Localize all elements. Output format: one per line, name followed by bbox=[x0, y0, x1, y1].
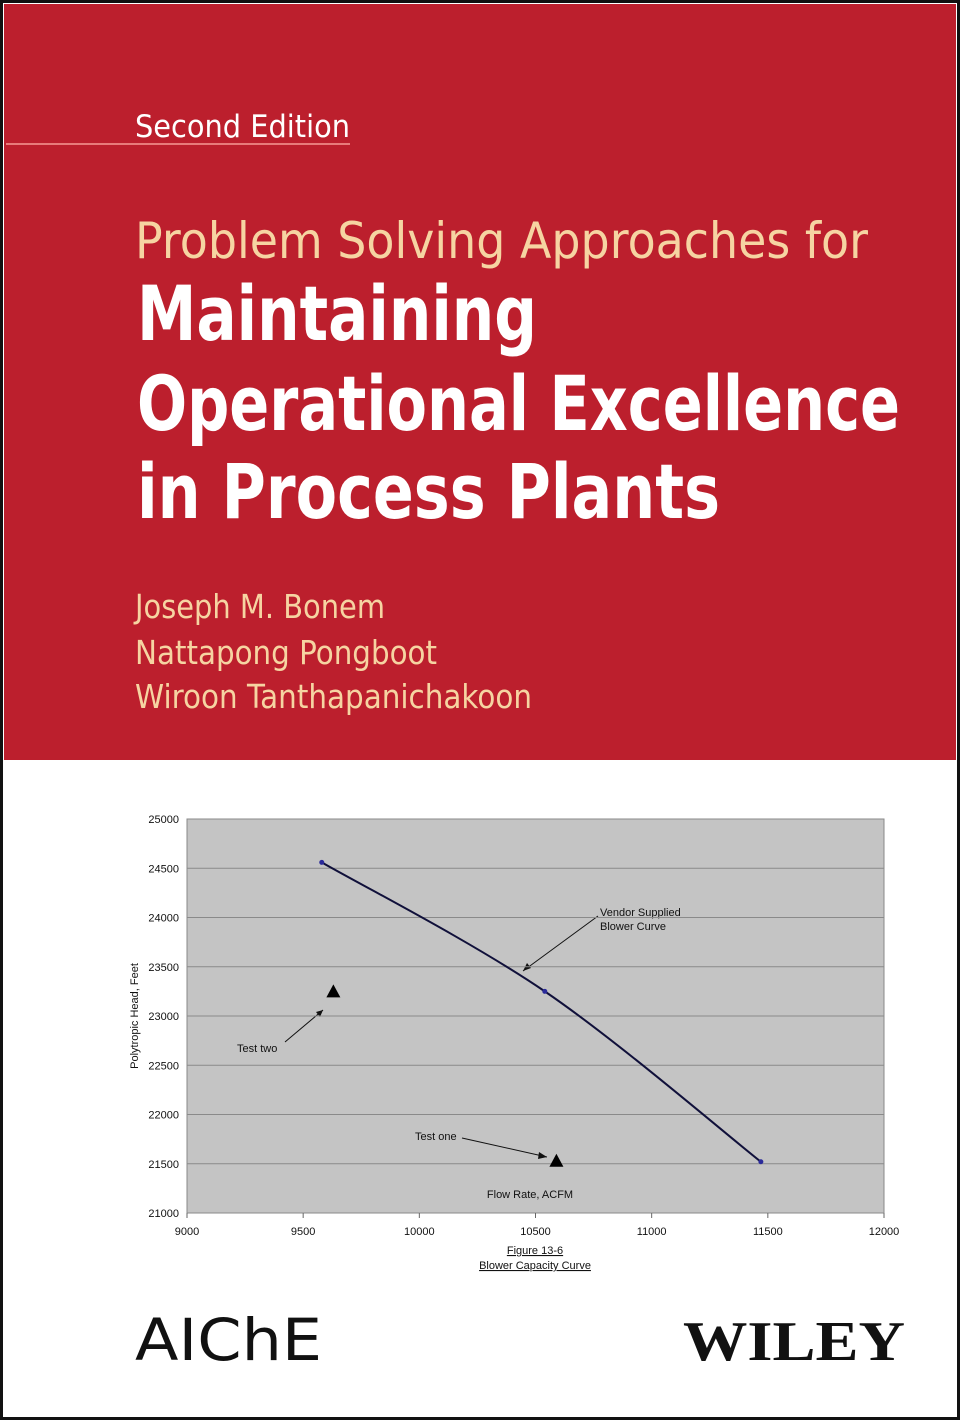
x-tick-label: 9500 bbox=[291, 1226, 315, 1238]
title-line: Operational Excellence bbox=[137, 359, 900, 448]
y-tick-label: 21000 bbox=[148, 1208, 179, 1220]
author: Nattapong Pongboot bbox=[135, 633, 437, 672]
annotation-arrow bbox=[461, 1137, 548, 1158]
annotation-arrow bbox=[522, 915, 599, 972]
curve-point bbox=[319, 859, 325, 865]
arrow-head bbox=[316, 1010, 323, 1017]
caption: Figure 13-6 bbox=[507, 1245, 563, 1257]
x-tick-label: 11000 bbox=[637, 1226, 667, 1238]
caption: Blower Capacity Curve bbox=[479, 1260, 591, 1272]
curve-point bbox=[542, 988, 548, 994]
red-panel bbox=[4, 4, 956, 760]
x-axis-label: Flow Rate, ACFM bbox=[487, 1189, 573, 1201]
chart: Polytropic Head, Feet Flow Rate, ACFM Fi… bbox=[129, 814, 899, 1272]
y-tick-label: 24000 bbox=[148, 913, 179, 925]
annotation: Vendor Supplied bbox=[600, 907, 681, 919]
y-tick-label: 23000 bbox=[148, 1011, 179, 1023]
arrow-head bbox=[538, 1152, 547, 1159]
x-tick-label: 12000 bbox=[869, 1226, 900, 1238]
author: Joseph M. Bonem bbox=[133, 587, 385, 626]
y-tick-label: 24500 bbox=[148, 863, 179, 875]
y-axis-label: Polytropic Head, Feet bbox=[129, 963, 141, 1069]
author: Wiroon Tanthapanichakoon bbox=[135, 677, 532, 716]
edition: Second Edition bbox=[135, 109, 350, 145]
y-tick-label: 25000 bbox=[148, 814, 179, 826]
annotation: Blower Curve bbox=[600, 921, 666, 933]
y-tick-label: 21500 bbox=[148, 1159, 179, 1171]
annotation: Test one bbox=[415, 1131, 457, 1143]
x-tick-label: 9000 bbox=[175, 1226, 199, 1238]
test-point bbox=[326, 984, 341, 998]
annotation-arrow bbox=[284, 1009, 324, 1043]
y-tick-label: 22500 bbox=[148, 1060, 179, 1072]
annotation: Test two bbox=[237, 1043, 277, 1055]
y-tick-label: 22000 bbox=[148, 1110, 179, 1122]
title-line: Maintaining bbox=[137, 269, 537, 358]
test-point bbox=[549, 1153, 564, 1167]
title-line: in Process Plants bbox=[137, 447, 720, 536]
x-tick-label: 10500 bbox=[520, 1226, 551, 1238]
publisher-logo: WILEY bbox=[683, 1311, 905, 1373]
x-tick-label: 11500 bbox=[753, 1226, 783, 1238]
x-tick-label: 10000 bbox=[404, 1226, 435, 1238]
subtitle: Problem Solving Approaches for bbox=[135, 212, 868, 270]
y-tick-label: 23500 bbox=[148, 962, 179, 974]
publisher-logo: AIChE bbox=[135, 1306, 322, 1374]
curve-point bbox=[758, 1159, 764, 1165]
